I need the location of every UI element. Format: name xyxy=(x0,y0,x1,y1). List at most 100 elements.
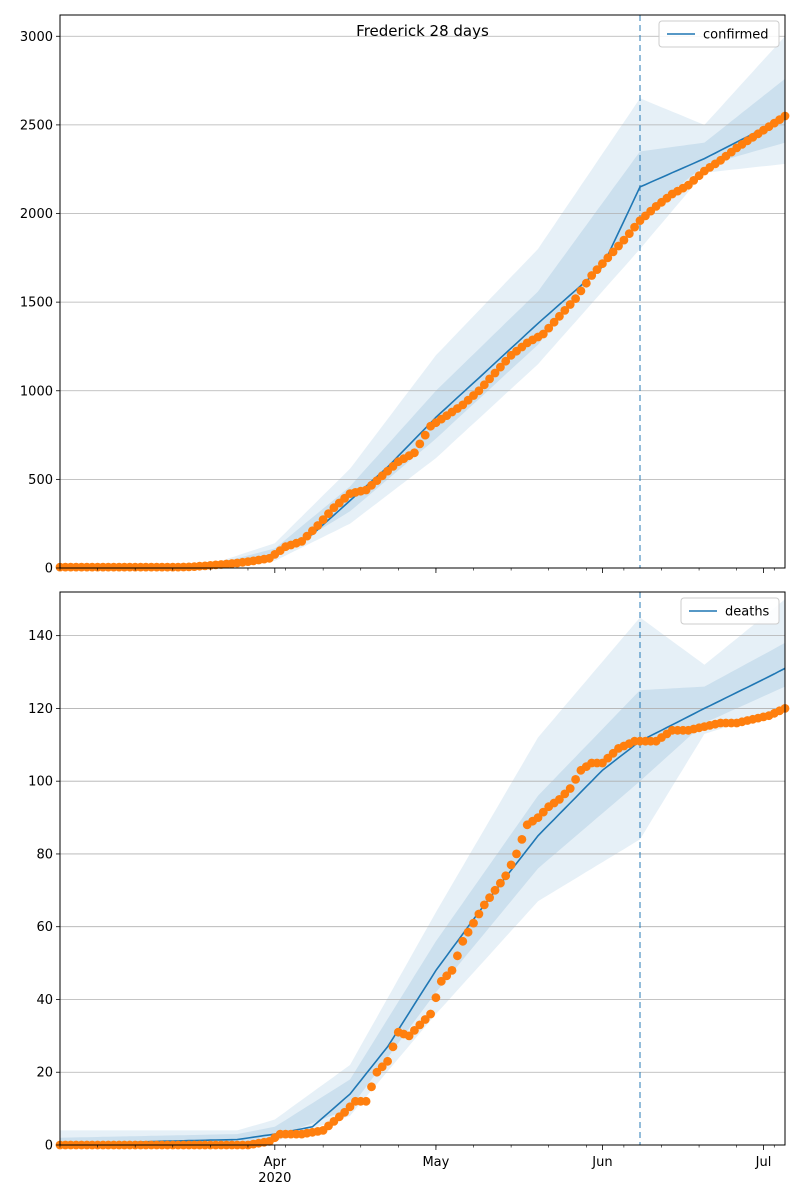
confirmed-observed-point xyxy=(565,300,575,309)
confirmed-observed-point xyxy=(490,368,500,378)
deaths-observed-point xyxy=(555,795,564,804)
confirmed-y-tick-label: 1000 xyxy=(20,384,53,399)
confirmed-observed-point xyxy=(560,306,570,315)
confirmed-y-tick-label: 500 xyxy=(28,473,53,488)
deaths-observed-point xyxy=(517,835,527,844)
deaths-observed-point xyxy=(501,871,511,881)
confirmed-observed-point xyxy=(555,311,564,321)
confirmed-observed-point xyxy=(619,235,629,245)
deaths-observed-point xyxy=(469,918,478,928)
confirmed-y-tick-label: 2500 xyxy=(20,118,53,133)
deaths-observed-point xyxy=(490,885,500,895)
deaths-observed-point xyxy=(415,1020,425,1030)
confirmed-legend-label: confirmed xyxy=(703,28,769,43)
deaths-observed-point xyxy=(377,1062,387,1072)
deaths-y-tick-label: 140 xyxy=(28,629,53,644)
deaths-x-ticks xyxy=(59,1145,775,1150)
confirmed-axes-frame xyxy=(59,14,786,569)
confirmed-outer-band xyxy=(60,36,785,569)
x-year-label: 2020 xyxy=(258,1171,291,1186)
confirmed-observed-point xyxy=(474,386,484,396)
confirmed-observed-point xyxy=(415,439,425,449)
confirmed-observed-point xyxy=(576,286,586,296)
confirmed-observed-point xyxy=(479,380,489,390)
confirmed-observed-point xyxy=(571,294,580,303)
deaths-observed-point xyxy=(442,971,452,981)
deaths-observed-point xyxy=(538,807,548,817)
confirmed-observed-point xyxy=(501,356,511,366)
deaths-y-ticks: 0 20 40 60 80 100 120 140 xyxy=(28,629,60,1154)
deaths-observed-point xyxy=(345,1102,355,1112)
deaths-observed-point xyxy=(463,927,473,937)
confirmed-panel: 0 500 1000 1500 2000 2500 3000 Frederick 28 da… xyxy=(20,14,790,577)
confirmed-observed-point xyxy=(630,222,639,232)
deaths-observed-point xyxy=(367,1082,376,1092)
deaths-observed-point xyxy=(571,775,580,784)
deaths-observed-point xyxy=(388,1042,398,1052)
deaths-observed-point xyxy=(372,1067,382,1077)
confirmed-observed-point xyxy=(603,253,613,263)
deaths-observed-point xyxy=(404,1031,414,1041)
confirmed-observed-point xyxy=(544,323,554,333)
confirmed-observed-point xyxy=(592,265,602,274)
x-month-label: Jun xyxy=(591,1155,612,1170)
confirmed-y-tick-label: 2000 xyxy=(20,207,53,222)
deaths-observed-point xyxy=(506,860,516,870)
confirmed-observed-point xyxy=(614,241,623,251)
deaths-legend: deaths xyxy=(680,597,780,625)
confirmed-y-ticks: 0 500 1000 1500 2000 2500 3000 xyxy=(20,30,60,577)
deaths-axes-frame xyxy=(59,591,786,1146)
deaths-observed-point xyxy=(565,784,575,793)
deaths-observed-point xyxy=(361,1096,371,1106)
deaths-observed-point xyxy=(420,1015,430,1024)
confirmed-observed-point xyxy=(549,317,559,327)
deaths-y-tick-label: 60 xyxy=(36,920,53,935)
confirmed-observed-point xyxy=(624,229,634,239)
confirmed-legend: confirmed xyxy=(658,20,780,48)
deaths-observed-point xyxy=(383,1056,392,1066)
confirmed-observed-point xyxy=(608,247,618,257)
deaths-model-line xyxy=(59,667,786,1146)
deaths-observed-point xyxy=(458,936,468,946)
confirmed-observed-point xyxy=(313,521,323,530)
confirmed-observed-point xyxy=(324,509,333,518)
x-month-label: Jul xyxy=(755,1155,772,1170)
deaths-observed-point xyxy=(479,900,489,910)
confirmed-y-tick-label: 1500 xyxy=(20,296,53,311)
deaths-y-tick-label: 0 xyxy=(45,1139,53,1154)
confirmed-observed-point xyxy=(308,526,317,536)
deaths-legend-label: deaths xyxy=(725,605,770,620)
confirmed-y-tick-label: 0 xyxy=(45,562,53,577)
deaths-observed-point xyxy=(340,1107,349,1117)
deaths-observed-point xyxy=(533,813,543,822)
x-month-label: May xyxy=(422,1155,449,1170)
confirmed-observed-point xyxy=(485,374,494,384)
deaths-observed-point xyxy=(410,1026,419,1035)
deaths-y-tick-label: 100 xyxy=(28,775,53,790)
confirmed-observed-point xyxy=(538,329,548,339)
deaths-observed-point xyxy=(485,893,494,902)
deaths-observed-point xyxy=(426,1009,435,1019)
confirmed-observed-point xyxy=(581,278,591,288)
confirmed-observed-point xyxy=(496,362,505,372)
confirmed-observed-points xyxy=(55,111,790,572)
deaths-observed-point xyxy=(496,878,505,888)
confirmed-observed-point xyxy=(420,430,430,440)
deaths-outer-band xyxy=(60,599,785,1145)
deaths-observed-point xyxy=(447,966,457,975)
confirmed-y-tick-label: 3000 xyxy=(20,30,53,45)
confirmed-uncertainty-bands xyxy=(60,36,785,569)
confirmed-observed-point xyxy=(598,259,607,269)
deaths-observed-point xyxy=(560,789,570,799)
deaths-observed-point xyxy=(512,849,521,859)
deaths-observed-point xyxy=(474,909,484,919)
deaths-observed-point xyxy=(431,993,441,1003)
deaths-y-tick-label: 120 xyxy=(28,702,53,717)
deaths-observed-point xyxy=(436,976,446,986)
confirmed-observed-point xyxy=(410,448,419,458)
confirmed-x-ticks xyxy=(59,568,775,573)
deaths-legend-box xyxy=(680,597,780,625)
